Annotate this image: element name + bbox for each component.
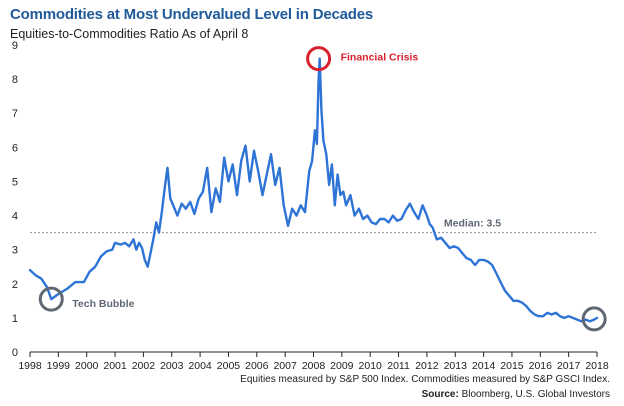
x-tick-label-1998: 1998: [18, 360, 42, 372]
x-tick-label-2000: 2000: [75, 360, 99, 372]
y-tick-label-7: 7: [12, 108, 18, 120]
footnote: Equities measured by S&P 500 Index. Comm…: [240, 374, 610, 385]
x-tick-label-2001: 2001: [103, 360, 127, 372]
y-tick-label-3: 3: [12, 245, 18, 257]
y-tick-label-6: 6: [12, 142, 18, 154]
x-tick-label-2006: 2006: [245, 360, 269, 372]
x-tick-label-2005: 2005: [217, 360, 241, 372]
x-tick-label-2002: 2002: [132, 360, 156, 372]
series-line-0: [28, 57, 599, 323]
y-tick-label-5: 5: [12, 176, 18, 188]
chart-title: Commodities at Most Undervalued Level in…: [10, 6, 373, 23]
x-tick-label-2011: 2011: [387, 360, 410, 372]
tech-bubble-label: Tech Bubble: [72, 298, 134, 310]
current-level-marker: [581, 306, 607, 332]
x-tick-label-2013: 2013: [444, 360, 468, 372]
x-tick-label-2015: 2015: [500, 360, 524, 372]
x-tick-label-1999: 1999: [47, 360, 71, 372]
x-tick-label-2003: 2003: [160, 360, 184, 372]
y-tick-label-8: 8: [12, 74, 18, 86]
median-label: Median: 3.5: [444, 218, 501, 230]
x-tick-label-2009: 2009: [330, 360, 354, 372]
y-tick-label-2: 2: [12, 279, 18, 291]
x-tick-label-2007: 2007: [273, 360, 297, 372]
source-text: Bloomberg, U.S. Global Investors: [458, 389, 610, 400]
source-label: Source:: [421, 389, 459, 400]
y-tick-label-9: 9: [12, 40, 18, 52]
source-note: Source: Bloomberg, U.S. Global Investors: [422, 389, 610, 400]
financial-crisis-marker: [306, 46, 332, 72]
x-tick-label-2004: 2004: [188, 360, 212, 372]
tech-bubble-marker: [38, 286, 64, 312]
chart-subtitle: Equities-to-Commodities Ratio As of Apri…: [10, 27, 249, 41]
x-tick-label-2018: 2018: [585, 360, 609, 372]
y-tick-label-4: 4: [12, 211, 18, 223]
y-tick-label-1: 1: [12, 313, 18, 325]
x-tick-label-2012: 2012: [415, 360, 439, 372]
x-tick-label-2010: 2010: [359, 360, 383, 372]
x-tick-label-2016: 2016: [529, 360, 553, 372]
x-tick-label-2008: 2008: [302, 360, 326, 372]
x-tick-label-2017: 2017: [557, 360, 581, 372]
x-tick-label-2014: 2014: [472, 360, 496, 372]
financial-crisis-label: Financial Crisis: [341, 52, 419, 64]
y-tick-label-0: 0: [12, 347, 18, 359]
